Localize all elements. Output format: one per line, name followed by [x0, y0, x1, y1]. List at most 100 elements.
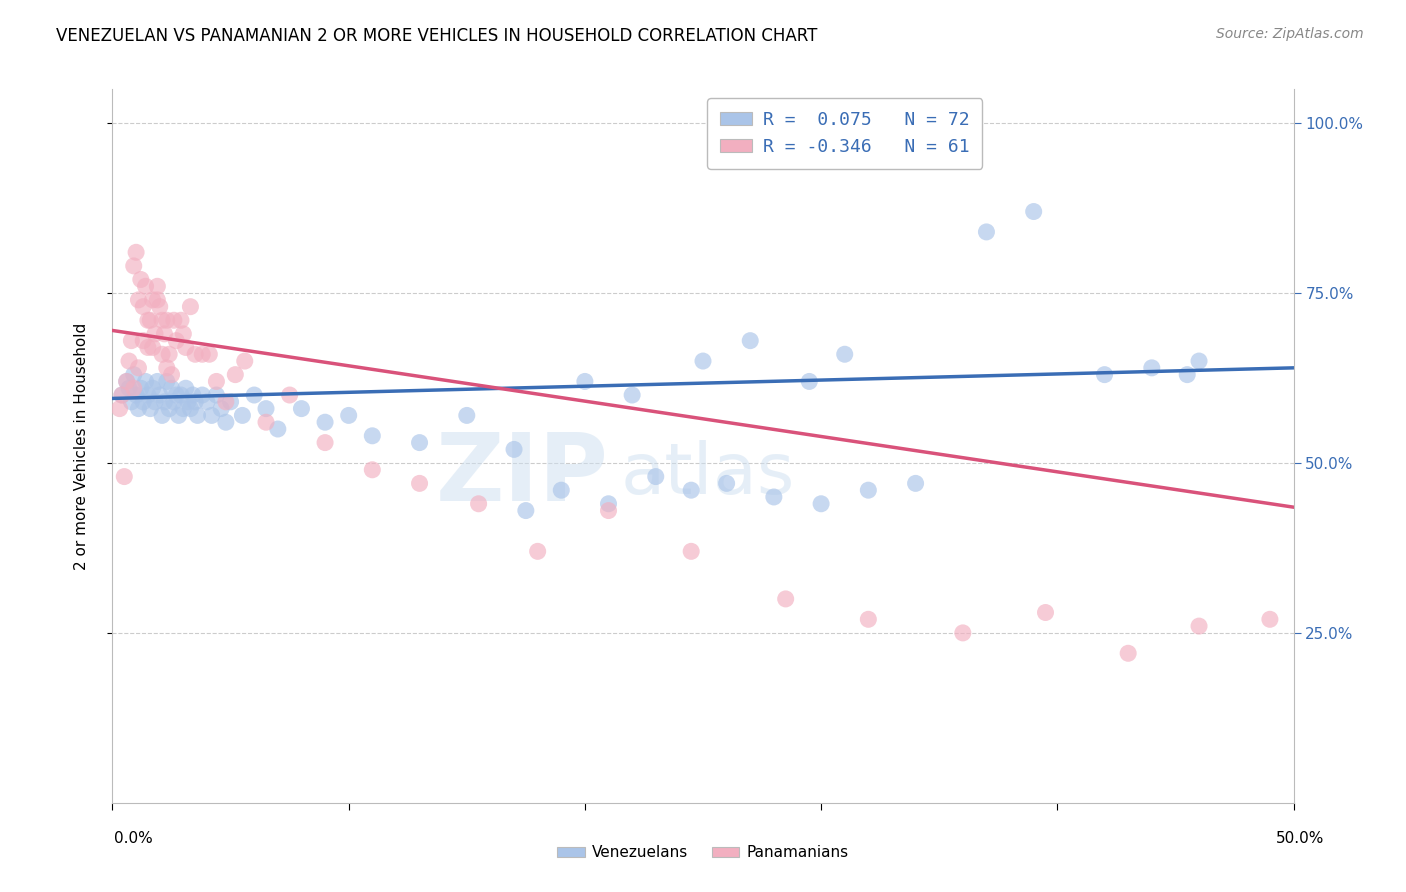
Point [170, 388, 193, 402]
Point [174, 341, 197, 355]
Point [775, 591, 797, 606]
Point [165, 334, 187, 348]
Point [146, 279, 169, 293]
Point [1188, 619, 1211, 633]
Point [976, 225, 998, 239]
Point [215, 415, 238, 429]
Point [224, 368, 246, 382]
Point [952, 626, 974, 640]
Point [142, 341, 165, 355]
Point [135, 375, 157, 389]
Text: atlas: atlas [620, 440, 794, 509]
Y-axis label: 2 or more Vehicles in Household: 2 or more Vehicles in Household [75, 322, 89, 570]
Point [740, 334, 762, 348]
Point [526, 544, 548, 558]
Point [150, 409, 173, 423]
Point [858, 483, 880, 498]
Point [799, 375, 821, 389]
Point [231, 409, 253, 423]
Point [120, 394, 142, 409]
Point [191, 347, 214, 361]
Point [136, 341, 159, 355]
Point [112, 469, 135, 483]
Point [153, 326, 176, 341]
Point [314, 415, 336, 429]
Point [111, 388, 134, 402]
Point [132, 334, 155, 348]
Point [681, 483, 703, 498]
Point [153, 394, 176, 409]
Point [361, 463, 384, 477]
Point [132, 300, 155, 314]
Text: Source: ZipAtlas.com: Source: ZipAtlas.com [1216, 27, 1364, 41]
Point [503, 442, 526, 457]
Point [716, 476, 738, 491]
Point [233, 354, 256, 368]
Point [179, 300, 201, 314]
Legend: Venezuelans, Panamanians: Venezuelans, Panamanians [551, 839, 855, 866]
Point [127, 293, 149, 307]
Point [136, 388, 159, 402]
Point [127, 401, 149, 416]
Point [172, 326, 194, 341]
Point [149, 300, 172, 314]
Point [122, 259, 145, 273]
Point [243, 388, 266, 402]
Point [184, 347, 207, 361]
Point [143, 326, 166, 341]
Point [143, 394, 166, 409]
Point [118, 381, 141, 395]
Point [136, 313, 159, 327]
Point [195, 394, 218, 409]
Point [156, 313, 179, 327]
Point [150, 347, 173, 361]
Point [515, 503, 537, 517]
Point [314, 435, 336, 450]
Text: ZIP: ZIP [436, 428, 609, 521]
Point [467, 497, 489, 511]
Point [337, 409, 360, 423]
Point [598, 497, 620, 511]
Point [108, 401, 131, 416]
Point [681, 544, 703, 558]
Point [127, 360, 149, 375]
Point [762, 490, 785, 504]
Point [574, 375, 596, 389]
Point [219, 394, 242, 409]
Point [254, 415, 277, 429]
Point [186, 409, 208, 423]
Point [692, 354, 714, 368]
Point [205, 375, 228, 389]
Point [278, 388, 301, 402]
Point [621, 388, 644, 402]
Point [172, 401, 194, 416]
Point [598, 503, 620, 517]
Point [160, 368, 183, 382]
Point [129, 272, 152, 286]
Point [1140, 360, 1163, 375]
Point [184, 394, 207, 409]
Point [1022, 204, 1045, 219]
Point [125, 388, 148, 402]
Point [115, 375, 138, 389]
Point [139, 313, 162, 327]
Point [408, 476, 430, 491]
Point [290, 401, 312, 416]
Point [1035, 606, 1057, 620]
Point [254, 401, 277, 416]
Point [115, 375, 138, 389]
Point [181, 388, 204, 402]
Point [1175, 368, 1198, 382]
Point [644, 469, 666, 483]
Point [1094, 368, 1116, 382]
Point [120, 334, 142, 348]
Point [1306, 497, 1329, 511]
Point [205, 388, 228, 402]
Point [142, 381, 165, 395]
Text: VENEZUELAN VS PANAMANIAN 2 OR MORE VEHICLES IN HOUSEHOLD CORRELATION CHART: VENEZUELAN VS PANAMANIAN 2 OR MORE VEHIC… [56, 27, 818, 45]
Point [201, 409, 224, 423]
Point [191, 388, 214, 402]
Point [167, 409, 190, 423]
Point [125, 245, 148, 260]
Point [177, 394, 200, 409]
